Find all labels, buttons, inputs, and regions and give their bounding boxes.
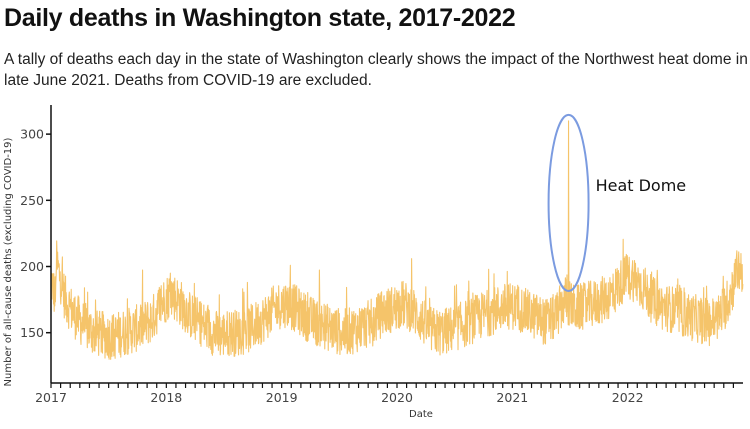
y-axis-title: Number of all-cause deaths (excluding CO… bbox=[3, 137, 14, 386]
y-tick-label: 250 bbox=[20, 193, 44, 208]
x-tick-label: 2018 bbox=[150, 390, 182, 405]
x-axis-title: Date bbox=[409, 409, 433, 420]
series-line-daily-deaths bbox=[50, 120, 744, 360]
plot-area bbox=[50, 120, 744, 360]
x-minor-ticks bbox=[50, 383, 734, 388]
x-tick-label: 2021 bbox=[496, 390, 528, 405]
x-ticks: 2017 2018 2019 2020 2021 2022 bbox=[35, 390, 643, 405]
y-tick-label: 150 bbox=[20, 325, 44, 340]
chart-title: Daily deaths in Washington state, 2017-2… bbox=[4, 4, 516, 32]
heat-dome-label: Heat Dome bbox=[596, 176, 687, 195]
y-tick-label: 200 bbox=[20, 259, 44, 274]
x-tick-label: 2017 bbox=[35, 390, 67, 405]
x-tick-label: 2022 bbox=[612, 390, 644, 405]
x-tick-label: 2019 bbox=[266, 390, 298, 405]
y-ticks: 150 200 250 300 bbox=[20, 127, 51, 340]
heat-dome-ellipse bbox=[547, 113, 590, 293]
x-tick-label: 2020 bbox=[381, 390, 413, 405]
y-tick-label: 300 bbox=[20, 127, 44, 142]
chart-subtitle: A tally of deaths each day in the state … bbox=[4, 51, 748, 89]
